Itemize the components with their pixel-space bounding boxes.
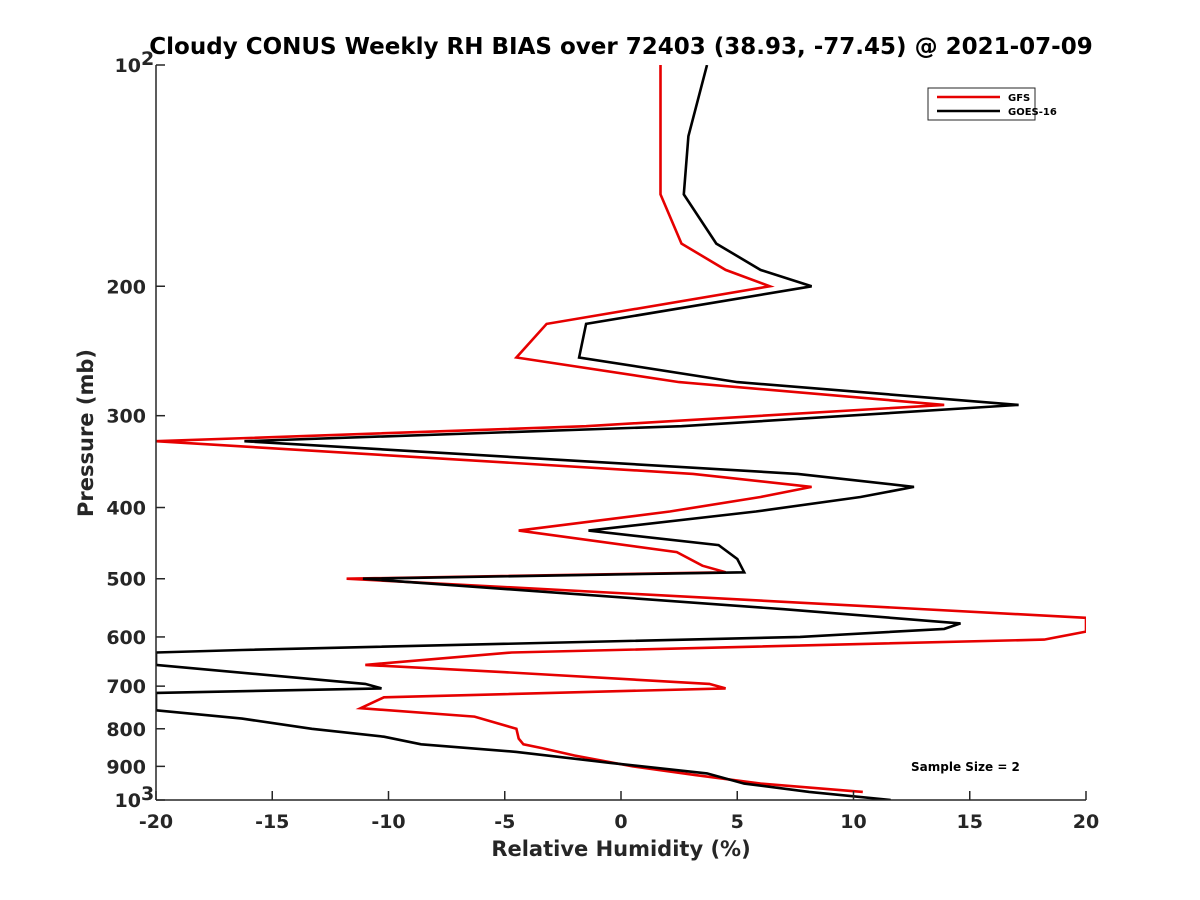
- plot-area: -20 -15 -10 -5 0 5 10 15 20 10 220030040050060070…: [106, 48, 1099, 833]
- y-tick-label: 400: [106, 498, 146, 520]
- x-axis-ticks: -20 -15 -10 -5 0 5 10 15 20: [139, 791, 1099, 833]
- x-tick-label: 5: [731, 811, 744, 833]
- legend-items: GFS GOES-16: [937, 93, 1057, 118]
- y-tick-label: 700: [106, 676, 146, 698]
- x-tick-label: 15: [957, 811, 983, 833]
- y-tick-label: 10: [115, 790, 141, 812]
- y-tick-exponent: 2: [141, 48, 154, 70]
- series-layer: [156, 65, 1086, 800]
- x-tick-label: -20: [139, 811, 173, 833]
- sample-size-annotation: Sample Size = 2: [911, 760, 1020, 774]
- x-tick-label: 0: [614, 811, 627, 833]
- y-tick-label: 10: [115, 55, 141, 77]
- legend: GFS GOES-16: [927, 87, 1057, 121]
- y-tick-label: 300: [106, 406, 146, 428]
- plot-background: [156, 65, 1086, 800]
- series-line-gfs: [156, 65, 1086, 794]
- y-axis-label: Pressure (mb): [74, 349, 98, 517]
- chart-title: Cloudy CONUS Weekly RH BIAS over 72403 (…: [149, 34, 1092, 60]
- series-line-goes-16: [156, 65, 1019, 800]
- x-tick-label: -15: [255, 811, 289, 833]
- y-tick-label: 800: [106, 719, 146, 741]
- x-tick-label: 10: [840, 811, 866, 833]
- legend-label: GOES-16: [1008, 107, 1057, 118]
- y-tick-label: 900: [106, 756, 146, 778]
- y-tick-label: 600: [106, 627, 146, 649]
- y-tick-label: 200: [106, 276, 146, 298]
- x-axis-label: Relative Humidity (%): [491, 837, 750, 861]
- legend-label: GFS: [1008, 93, 1030, 104]
- x-tick-label: -5: [494, 811, 515, 833]
- y-tick-exponent: 3: [141, 783, 154, 805]
- legend-box: [927, 87, 1036, 121]
- x-tick-label: 20: [1073, 811, 1099, 833]
- x-tick-label: -10: [371, 811, 405, 833]
- y-tick-label: 500: [106, 569, 146, 591]
